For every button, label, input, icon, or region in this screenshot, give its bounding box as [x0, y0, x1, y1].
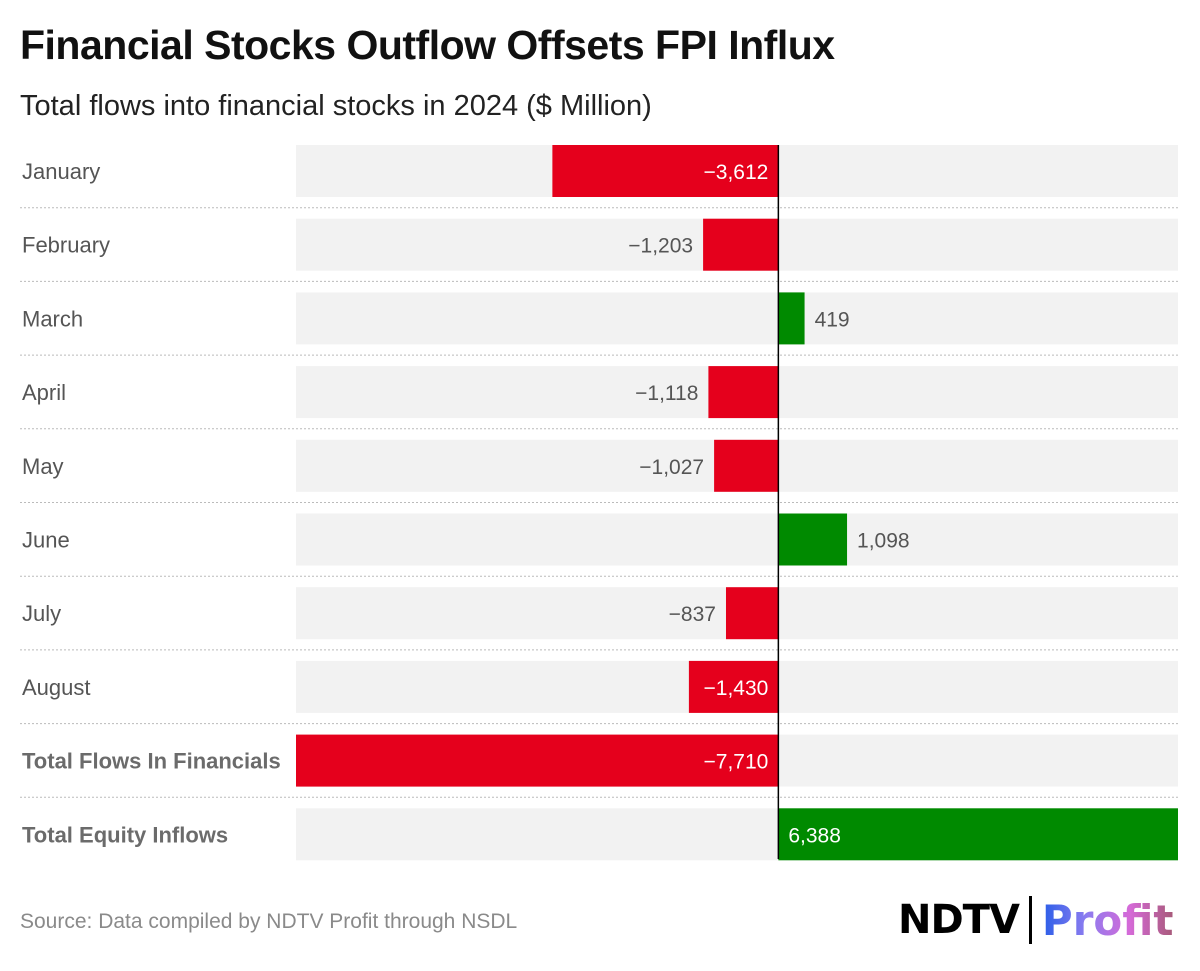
category-label: March — [22, 306, 83, 331]
category-label: June — [22, 528, 70, 553]
category-label: January — [22, 159, 100, 184]
data-label: −837 — [669, 603, 716, 626]
category-label: April — [22, 380, 66, 405]
bar — [552, 145, 779, 197]
category-label: July — [22, 601, 61, 626]
data-label: −3,612 — [704, 161, 769, 184]
bar-track — [296, 292, 1178, 345]
ndtv-profit-logo: NDTV Profit — [898, 895, 1173, 945]
bar — [725, 587, 779, 640]
data-label: 1,098 — [857, 530, 910, 553]
bar-track — [296, 513, 1178, 566]
bar — [778, 513, 848, 566]
bar — [708, 366, 779, 419]
category-label: Total Flows In Financials — [22, 749, 281, 774]
data-label: −1,118 — [635, 382, 698, 405]
source-note: Source: Data compiled by NDTV Profit thr… — [20, 910, 518, 933]
category-label: May — [22, 454, 64, 479]
bar — [778, 808, 1178, 861]
data-label: 419 — [815, 308, 850, 331]
logo-product: Profit — [1041, 895, 1174, 945]
data-label: −1,203 — [628, 235, 693, 258]
category-label: Total Equity Inflows — [22, 822, 228, 847]
data-label: −1,027 — [639, 456, 704, 479]
data-label: 6,388 — [788, 824, 841, 847]
data-label: −1,430 — [704, 677, 769, 700]
logo-divider — [1028, 896, 1032, 944]
bar — [296, 734, 779, 787]
bar — [714, 439, 779, 492]
chart-subtitle: Total flows into financial stocks in 202… — [20, 90, 652, 122]
data-label: −7,710 — [704, 751, 769, 774]
chart-title: Financial Stocks Outflow Offsets FPI Inf… — [20, 22, 835, 68]
category-label: February — [22, 233, 110, 258]
bar — [688, 660, 779, 713]
bar — [703, 218, 779, 271]
bar — [778, 292, 805, 345]
logo-brand: NDTV — [898, 897, 1020, 943]
category-label: August — [22, 675, 91, 700]
bar-chart: January −3,612 February −1,203 March 419 April… — [20, 145, 1178, 861]
